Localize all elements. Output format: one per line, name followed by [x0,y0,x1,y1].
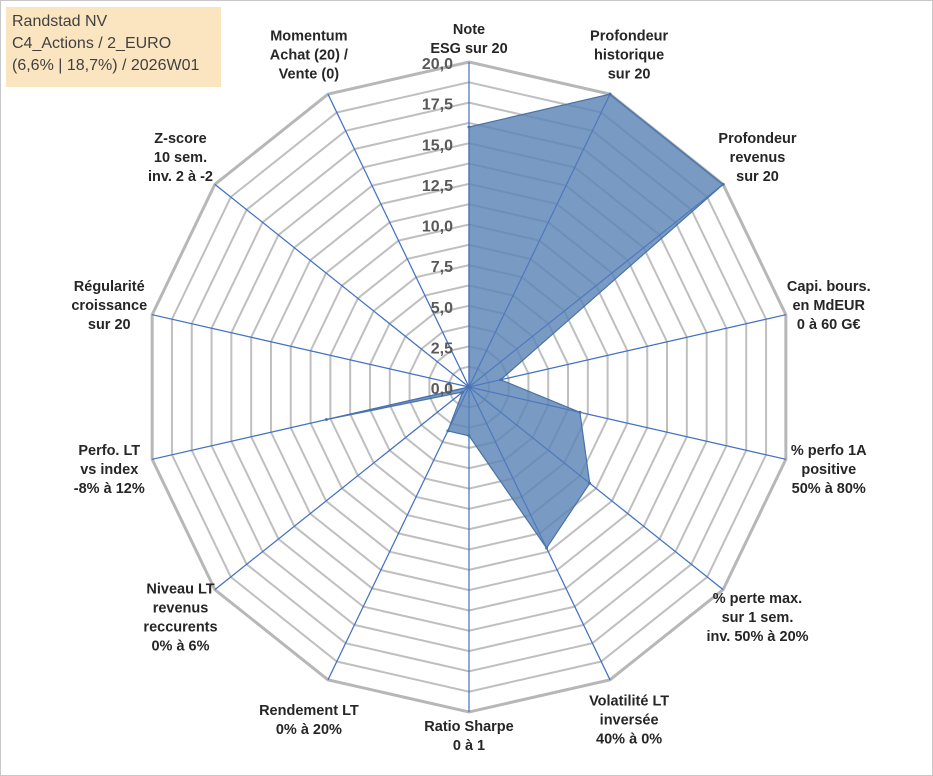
axis-label-7-line-2: inversée [600,712,659,728]
chart-title-box: Randstad NV C4_Actions / 2_EURO (6,6% | … [6,7,221,87]
axis-label-14-line-1: Momentum [270,29,347,45]
axis-label-14: Momentum Achat (20) / Vente (0) [270,29,348,83]
data-point-10 [461,390,465,394]
data-point-4 [499,378,503,382]
axis-spoke-overlay-14 [327,93,470,388]
axis-label-9: Rendement LT 0% à 20% [259,703,359,738]
axis-label-12-line-1: Régularité [74,279,145,295]
axis-label-6: % perte max. sur 1 sem. inv. 50% à 20% [706,591,808,645]
data-point-3 [721,182,725,186]
axis-label-4-line-1: Capi. bours. [787,279,871,295]
axis-label-2-line-3: sur 20 [608,67,651,83]
axis-label-10-line-4: 0% à 6% [151,639,209,655]
data-point-7 [545,546,549,550]
axis-label-3-line-2: revenus [730,150,786,166]
axis-label-3-line-1: Profondeur [718,131,796,147]
axis-label-5: % perfo 1A positive 50% à 80% [791,443,867,497]
axis-label-14-line-2: Achat (20) / [270,48,348,64]
axis-label-2-line-2: historique [594,48,664,64]
axis-spoke-overlay-13 [214,183,470,388]
axis-spoke-overlay-9 [327,386,470,681]
axis-label-4-line-3: 0 à 60 G€ [797,317,861,333]
data-point-11 [324,418,328,422]
axis-label-9-line-2: 0% à 20% [276,722,342,738]
title-line-company: Randstad NV [12,13,108,30]
axis-spoke-overlay-6 [468,386,724,591]
data-point-14 [467,385,471,389]
axis-label-10-line-2: revenus [153,601,209,617]
title-line-category: C4_Actions / 2_EURO [12,35,172,52]
axis-spoke-overlay-10 [214,386,470,591]
axis-label-4-line-2: en MdEUR [792,298,865,314]
axis-spoke-overlay-3 [468,183,724,388]
axis-label-5-line-1: % perfo 1A [791,443,867,459]
axis-label-1-line-1: Note [453,22,485,38]
axis-spoke-overlay-7 [468,386,611,681]
tick-label-2: 5,0 [431,300,453,317]
axis-label-10-line-1: Niveau LT [146,582,214,598]
axis-label-13-line-2: 10 sem. [154,150,207,166]
axis-label-8-line-1: Ratio Sharpe [424,719,513,735]
title-line-period: (6,6% | 18,7%) / 2026W01 [12,57,200,74]
tick-label-7: 17,5 [422,97,453,114]
axis-label-4: Capi. bours. en MdEUR 0 à 60 G€ [787,279,871,333]
axis-label-11-line-2: vs index [80,462,138,478]
axis-spoke-overlay-2 [468,93,611,388]
axis-spoke-overlay-5 [468,386,786,460]
axis-label-11-line-1: Perfo. LT [78,443,140,459]
axis-label-2: Profondeur historique sur 20 [590,29,668,83]
data-point-8 [467,434,471,438]
axis-label-8: Ratio Sharpe 0 à 1 [424,719,513,754]
axis-label-13-line-3: inv. 2 à -2 [148,169,213,185]
tick-label-6: 15,0 [422,137,453,154]
tick-label-4: 10,0 [422,219,453,236]
data-point-6 [588,481,592,485]
axis-label-12: Régularité croissance sur 20 [71,279,147,333]
axis-label-14-line-3: Vente (0) [279,67,340,83]
axis-label-10: Niveau LT revenus reccurents 0% à 6% [143,582,217,655]
axis-spoke-overlay-4 [468,314,786,388]
axis-label-6-line-2: sur 1 sem. [722,610,794,626]
axis-label-3-line-3: sur 20 [736,169,779,185]
axis-label-2-line-1: Profondeur [590,29,668,45]
axis-label-12-line-3: sur 20 [88,317,131,333]
data-point-2 [608,92,612,96]
data-point-1 [467,125,471,129]
axis-spoke-overlay-12 [152,314,470,388]
axis-label-7: Volatilité LT inversée 40% à 0% [589,693,669,747]
axis-label-5-line-2: positive [801,462,856,478]
axis-label-6-line-3: inv. 50% à 20% [706,629,808,645]
axis-label-7-line-3: 40% à 0% [596,731,662,747]
axis-label-8-line-2: 0 à 1 [453,738,485,754]
axis-label-3: Profondeur revenus sur 20 [718,131,796,185]
tick-label-0: 0,0 [431,381,453,398]
axis-label-1-line-2: ESG sur 20 [430,41,507,57]
axis-label-12-line-2: croissance [71,298,147,314]
axis-label-13-line-1: Z-score [154,131,206,147]
axis-label-1: Note ESG sur 20 [430,22,507,57]
data-point-9 [446,429,450,433]
tick-label-8: 20,0 [422,56,453,73]
axis-label-10-line-3: reccurents [143,620,217,636]
tick-label-5: 12,5 [422,178,453,195]
data-point-5 [578,410,582,414]
axis-label-7-line-1: Volatilité LT [589,693,669,709]
tick-label-1: 2,5 [431,340,453,357]
axis-label-9-line-1: Rendement LT [259,703,359,719]
axis-label-13: Z-score 10 sem. inv. 2 à -2 [148,131,213,185]
axis-spoke-overlay-11 [152,386,470,460]
axis-label-11: Perfo. LT vs index -8% à 12% [74,443,145,497]
axis-label-5-line-3: 50% à 80% [792,481,866,497]
axis-label-11-line-3: -8% à 12% [74,481,145,497]
tick-label-3: 7,5 [431,259,453,276]
axis-label-6-line-1: % perte max. [713,591,802,607]
